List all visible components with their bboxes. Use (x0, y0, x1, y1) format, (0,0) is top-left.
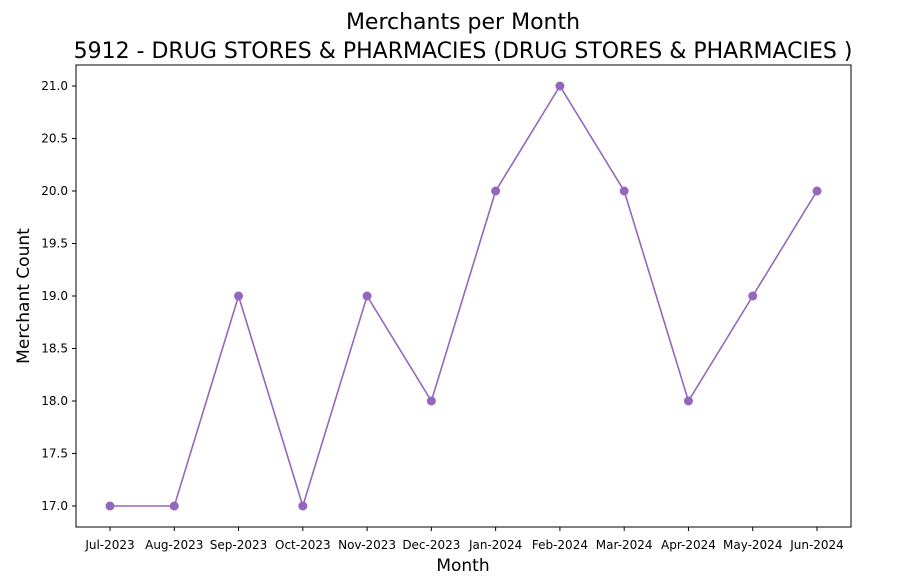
plot-area-frame (75, 64, 852, 528)
data-point-sep-2023 (234, 291, 244, 301)
y-tick-label: 17.5 (41, 447, 68, 461)
chart-subtitle: 5912 - DRUG STORES & PHARMACIES (DRUG ST… (74, 39, 853, 64)
data-point-jun-2024 (812, 186, 822, 196)
chart-title: Merchants per Month (346, 10, 580, 35)
x-tick-label: May-2024 (723, 538, 782, 552)
data-point-dec-2023 (426, 396, 436, 406)
data-point-may-2024 (748, 291, 758, 301)
y-tick-label: 18.0 (41, 394, 68, 408)
data-point-jul-2023 (105, 501, 115, 511)
y-tick-label: 17.0 (41, 499, 68, 513)
series-line (110, 84, 818, 509)
y-tick-label: 19.0 (41, 289, 68, 303)
y-tick-label: 20.5 (41, 132, 68, 146)
data-point-aug-2023 (169, 501, 179, 511)
x-tick-label: Jun-2024 (789, 538, 844, 552)
y-axis-ticks: 17.0 17.5 18.0 18.5 19.0 19.5 20.0 20.5 21.0 (41, 79, 76, 513)
data-point-jan-2024 (491, 186, 501, 196)
y-axis-label: Merchant Count (14, 228, 34, 364)
y-tick-label: 20.0 (41, 184, 68, 198)
x-tick-label: Nov-2023 (338, 538, 396, 552)
x-axis-ticks: Jul-2023 Aug-2023 Sep-2023 Oct-2023 Nov-2023… (84, 527, 844, 552)
data-point-mar-2024 (619, 186, 629, 196)
x-tick-label: Dec-2023 (402, 538, 460, 552)
x-tick-label: Sep-2023 (210, 538, 268, 552)
x-tick-label: Jan-2024 (468, 538, 522, 552)
x-tick-label: Apr-2024 (661, 538, 716, 552)
y-tick-label: 18.5 (41, 342, 68, 356)
x-tick-label: Aug-2023 (145, 538, 203, 552)
data-point-nov-2023 (362, 291, 372, 301)
data-point-apr-2024 (683, 396, 693, 406)
data-point-feb-2024 (555, 81, 565, 91)
x-tick-label: Mar-2024 (596, 538, 653, 552)
data-point-oct-2023 (298, 501, 308, 511)
x-tick-label: Feb-2024 (532, 538, 588, 552)
x-tick-label: Oct-2023 (275, 538, 331, 552)
series-points (105, 81, 822, 511)
y-tick-label: 21.0 (41, 79, 68, 93)
x-axis-label: Month (436, 556, 489, 576)
y-tick-label: 19.5 (41, 237, 68, 251)
x-tick-label: Jul-2023 (84, 538, 134, 552)
